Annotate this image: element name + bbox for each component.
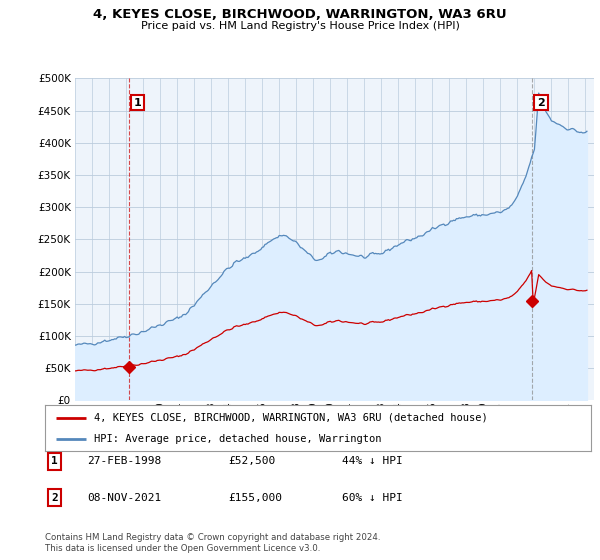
Text: 4, KEYES CLOSE, BIRCHWOOD, WARRINGTON, WA3 6RU: 4, KEYES CLOSE, BIRCHWOOD, WARRINGTON, W… [93,8,507,21]
Text: 4, KEYES CLOSE, BIRCHWOOD, WARRINGTON, WA3 6RU (detached house): 4, KEYES CLOSE, BIRCHWOOD, WARRINGTON, W… [94,413,488,423]
Text: 44% ↓ HPI: 44% ↓ HPI [342,456,403,466]
Text: HPI: Average price, detached house, Warrington: HPI: Average price, detached house, Warr… [94,435,382,444]
Text: 27-FEB-1998: 27-FEB-1998 [87,456,161,466]
Text: £155,000: £155,000 [228,493,282,503]
Text: £52,500: £52,500 [228,456,275,466]
Text: 08-NOV-2021: 08-NOV-2021 [87,493,161,503]
Text: Price paid vs. HM Land Registry's House Price Index (HPI): Price paid vs. HM Land Registry's House … [140,21,460,31]
Text: Contains HM Land Registry data © Crown copyright and database right 2024.
This d: Contains HM Land Registry data © Crown c… [45,533,380,553]
Text: 1: 1 [134,98,142,108]
Text: 60% ↓ HPI: 60% ↓ HPI [342,493,403,503]
Text: 2: 2 [51,493,58,503]
Text: 2: 2 [537,98,545,108]
Text: 1: 1 [51,456,58,466]
